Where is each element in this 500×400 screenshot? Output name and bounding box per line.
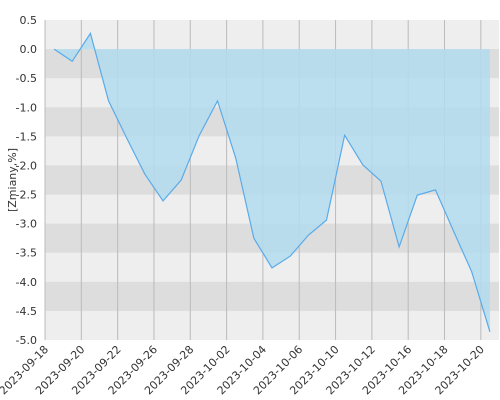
line — [53, 31, 491, 333]
y-tick-label: -3.5 — [16, 247, 37, 260]
y-tick-label: -1.0 — [16, 101, 37, 114]
y-tick-label: -4.0 — [16, 276, 37, 289]
y-tick-label: -2.5 — [16, 189, 37, 202]
y-tick-label: -5.0 — [16, 334, 37, 347]
y-tick-label: -3.0 — [16, 218, 37, 231]
y-tick-label: -4.5 — [16, 305, 37, 318]
y-tick-label: -2.0 — [16, 159, 37, 172]
grid-band — [45, 281, 499, 311]
y-tick-label: -1.5 — [16, 130, 37, 143]
y-tick-label: 0.0 — [20, 43, 38, 56]
y-tick-label: -0.5 — [16, 72, 37, 85]
area — [54, 33, 490, 332]
y-axis-label: [Zmiany,%] — [6, 148, 19, 212]
y-tick-label: 0.5 — [20, 14, 38, 27]
